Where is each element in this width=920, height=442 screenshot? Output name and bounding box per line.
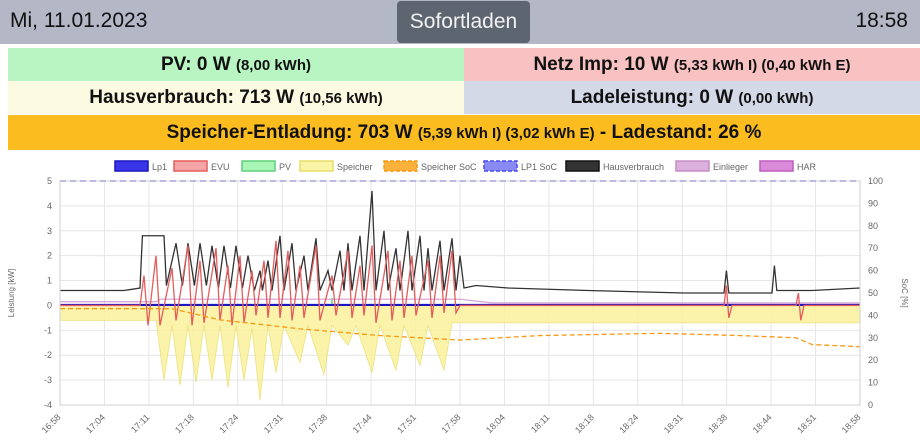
y-tick-label: -2	[44, 350, 52, 360]
y-tick-label: -1	[44, 325, 52, 335]
y2-tick-label: 10	[868, 378, 878, 388]
y2-tick-label: 70	[868, 243, 878, 253]
pv-status: PV: 0 W (8,00 kWh)	[8, 48, 464, 81]
x-tick-label: 16:58	[40, 412, 63, 435]
y-tick-label: 1	[47, 276, 52, 286]
hausverbrauch-status: Hausverbrauch: 713 W (10,56 kWh)	[8, 81, 464, 114]
x-tick-label: 17:18	[173, 412, 196, 435]
x-tick-label: 17:44	[351, 412, 374, 435]
y2-tick-label: 50	[868, 288, 878, 298]
status-row-3: Speicher-Entladung: 703 W (5,39 kWh I) (…	[8, 115, 920, 150]
legend-swatch	[299, 160, 334, 172]
legend-label: PV	[279, 162, 291, 172]
legend-label: EVU	[211, 162, 230, 172]
netz-status: Netz Imp: 10 W (5,33 kWh I) (0,40 kWh E)	[464, 48, 920, 81]
mode-button[interactable]: Sofortladen	[397, 1, 530, 43]
speicher-status: Speicher-Entladung: 703 W (5,39 kWh I) (…	[8, 115, 920, 150]
x-tick-label: 18:24	[617, 412, 640, 435]
pv-sub: (8,00 kWh)	[235, 57, 311, 74]
y2-tick-label: 80	[868, 221, 878, 231]
x-tick-label: 18:58	[840, 412, 863, 435]
legend-label: Hausverbrauch	[603, 162, 664, 172]
legend-label: Einlieger	[713, 162, 748, 172]
header-bar: Mi, 11.01.2023 Sofortladen 18:58	[0, 0, 920, 44]
legend-swatch	[483, 160, 518, 172]
lade-label: Ladeleistung: 0 W	[570, 87, 734, 108]
date-display: Mi, 11.01.2023	[10, 9, 148, 32]
x-tick-label: 17:24	[217, 412, 240, 435]
y-tick-label: -3	[44, 375, 52, 385]
x-tick-label: 18:18	[573, 412, 596, 435]
y2-tick-label: 0	[868, 400, 873, 410]
x-tick-label: 17:11	[129, 412, 152, 435]
x-tick-label: 17:31	[262, 412, 285, 435]
series-speicher-area	[59, 305, 861, 401]
ladeleistung-status: Ladeleistung: 0 W (0,00 kWh)	[464, 81, 920, 114]
plot-area-border	[59, 180, 861, 406]
x-tick-label: 18:38	[706, 412, 729, 435]
x-tick-label: 17:51	[395, 412, 418, 435]
legend-label: Lp1	[152, 162, 167, 172]
legend-swatch	[173, 160, 208, 172]
lade-sub: (0,00 kWh)	[738, 90, 814, 107]
y-tick-label: 2	[47, 251, 52, 261]
status-row-2: Hausverbrauch: 713 W (10,56 kWh) Ladelei…	[8, 81, 920, 114]
speicher-label: Speicher-Entladung: 703 W	[166, 122, 413, 143]
x-tick-label: 18:31	[662, 412, 685, 435]
y-axis-label: Leistung [kW]	[7, 269, 16, 317]
legend-label: Speicher	[337, 162, 373, 172]
netz-label: Netz Imp: 10 W	[533, 54, 669, 75]
time-display: 18:58	[855, 9, 908, 32]
y2-tick-label: 100	[868, 176, 883, 186]
power-chart[interactable]: Lp1 EVU PV Speicher Speicher SoC LP1 SoC Hausv…	[0, 152, 920, 437]
y2-tick-label: 40	[868, 310, 878, 320]
series-hausverbrauch	[60, 190, 861, 294]
legend-swatch	[241, 160, 276, 172]
x-tick-label: 18:11	[529, 412, 552, 435]
series-speicher-soc	[60, 308, 861, 348]
legend-label: LP1 SoC	[521, 162, 558, 172]
speicher-sub: (5,39 kWh I) (3,02 kWh E)	[417, 125, 595, 142]
netz-sub: (5,33 kWh I) (0,40 kWh E)	[673, 57, 851, 74]
soc-label: Ladestand: 26 %	[611, 122, 762, 143]
legend-swatch	[565, 160, 600, 172]
legend-swatch	[675, 160, 710, 172]
y2-tick-label: 30	[868, 333, 878, 343]
legend-swatch	[759, 160, 794, 172]
y-tick-label: 5	[47, 176, 52, 186]
legend-swatch	[114, 160, 149, 172]
chart-svg[interactable]: Lp1 EVU PV Speicher Speicher SoC LP1 SoC Hausv…	[0, 152, 920, 437]
legend-swatch	[383, 160, 418, 172]
legend-label: HAR	[797, 162, 817, 172]
speicher-separator: -	[599, 122, 607, 143]
y-tick-label: 0	[47, 300, 52, 310]
legend-label: Speicher SoC	[421, 162, 477, 172]
x-tick-label: 17:04	[84, 412, 107, 435]
x-tick-label: 18:51	[795, 412, 818, 435]
haus-label: Hausverbrauch: 713 W	[89, 87, 295, 108]
x-tick-label: 17:38	[306, 412, 329, 435]
y-tick-label: 4	[47, 201, 52, 211]
series-evu	[60, 240, 860, 326]
y-tick-label: -4	[44, 400, 52, 410]
x-tick-label: 18:44	[751, 412, 774, 435]
y2-tick-label: 60	[868, 266, 878, 276]
status-row-1: PV: 0 W (8,00 kWh) Netz Imp: 10 W (5,33 …	[8, 48, 920, 81]
y2-tick-label: 90	[868, 198, 878, 208]
y2-axis-label: SoC [%]	[900, 278, 909, 307]
x-tick-label: 18:04	[484, 412, 507, 435]
haus-sub: (10,56 kWh)	[299, 90, 383, 107]
x-tick-label: 17:58	[440, 412, 463, 435]
y2-tick-label: 20	[868, 355, 878, 365]
y-tick-label: 3	[47, 226, 52, 236]
pv-label: PV: 0 W	[161, 54, 231, 75]
